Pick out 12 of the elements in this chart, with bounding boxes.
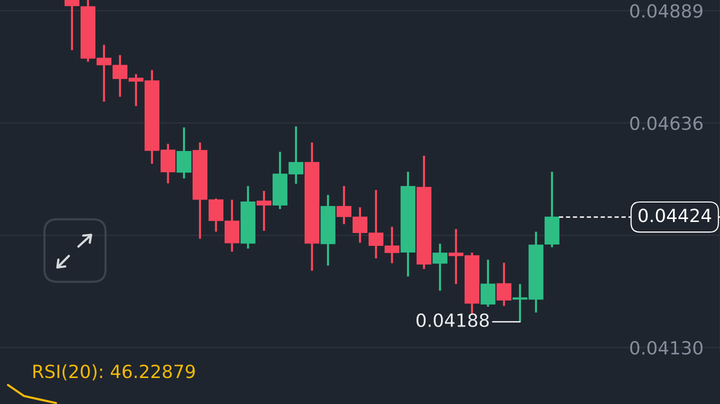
candlestick: [176, 126, 192, 180]
candlestick: [480, 258, 496, 308]
y-tick-label: 0.04889: [630, 4, 702, 18]
candlestick: [64, 0, 80, 52]
candlestick: [432, 242, 448, 292]
candlestick: [256, 190, 272, 232]
y-tick-label: 0.04130: [630, 341, 702, 355]
candlestick: [496, 262, 512, 307]
y-tick-label: 0.04636: [630, 116, 703, 130]
annotation: 0.04188: [416, 313, 489, 328]
ref-line-label: 0.04424: [638, 208, 712, 222]
chart-title: RSI(20): 46.22879: [33, 364, 195, 380]
